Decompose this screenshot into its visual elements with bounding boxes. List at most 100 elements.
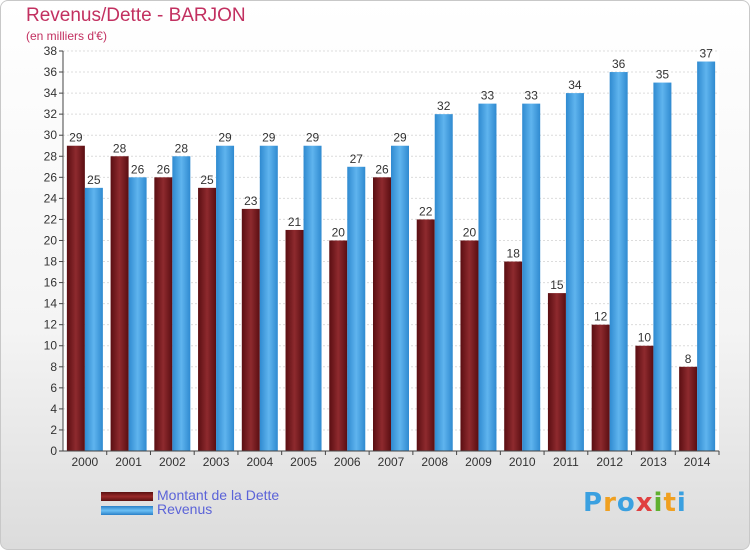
label-revenus-2005: 29 <box>306 131 320 145</box>
bar-dette-2008 <box>416 219 435 451</box>
y-tick-label: 30 <box>44 128 58 142</box>
y-tick-label: 20 <box>44 233 58 247</box>
y-tick-label: 8 <box>50 360 57 374</box>
bar-revenus-2001 <box>128 177 147 451</box>
label-dette-2007: 26 <box>375 162 389 176</box>
y-tick-label: 32 <box>44 107 58 121</box>
label-revenus-2002: 28 <box>175 141 189 155</box>
label-revenus-2000: 25 <box>87 173 101 187</box>
label-dette-2008: 22 <box>419 204 433 218</box>
legend-swatch-dette <box>101 492 153 501</box>
label-revenus-2006: 27 <box>350 152 364 166</box>
label-dette-2009: 20 <box>463 225 477 239</box>
bar-dette-2011 <box>547 293 566 451</box>
label-dette-2001: 28 <box>113 141 127 155</box>
legend-swatch-revenus <box>101 506 153 515</box>
y-tick-label: 16 <box>44 276 58 290</box>
y-tick-label: 36 <box>44 65 58 79</box>
bar-revenus-2007 <box>391 145 409 451</box>
label-revenus-2001: 26 <box>131 162 145 176</box>
x-tick-label: 2008 <box>421 455 448 469</box>
x-tick-label: 2003 <box>203 455 230 469</box>
label-dette-2002: 26 <box>157 162 171 176</box>
bar-revenus-2003 <box>216 145 235 451</box>
label-revenus-2012: 36 <box>612 57 626 71</box>
label-dette-2006: 20 <box>332 225 346 239</box>
legend-label-revenus: Revenus <box>157 501 213 517</box>
y-tick-label: 12 <box>44 318 58 332</box>
y-tick-label: 24 <box>44 191 58 205</box>
proxiti-logo: Proxiti <box>583 488 687 518</box>
bar-revenus-2014 <box>697 61 716 452</box>
bar-revenus-2006 <box>347 166 366 451</box>
x-tick-label: 2014 <box>684 455 711 469</box>
bar-dette-2009 <box>460 240 479 451</box>
x-tick-label: 2001 <box>115 455 142 469</box>
label-revenus-2008: 32 <box>437 99 451 113</box>
bars <box>66 61 716 452</box>
y-tick-label: 18 <box>44 255 58 269</box>
y-tick-label: 34 <box>44 86 58 100</box>
logo-letter: P <box>583 488 604 518</box>
label-dette-2010: 18 <box>507 247 521 261</box>
y-tick-label: 6 <box>50 381 57 395</box>
logo-letter: o <box>616 488 636 518</box>
logo-letter: t <box>663 488 677 518</box>
bar-revenus-2008 <box>434 114 453 451</box>
bar-revenus-2009 <box>478 103 497 451</box>
y-tick-label: 10 <box>44 339 58 353</box>
logo-letter: i <box>676 488 687 518</box>
bar-revenus-2002 <box>172 156 191 451</box>
bar-dette-2007 <box>373 177 391 451</box>
label-revenus-2003: 29 <box>218 131 232 145</box>
logo-letter: x <box>635 488 654 518</box>
legend-label-dette: Montant de la Dette <box>157 487 280 503</box>
bar-revenus-2000 <box>84 187 103 451</box>
value-labels: 29 25 28 26 26 28 25 29 23 29 21 29 20 27 26 29 22 32 20 33… <box>69 47 713 366</box>
label-revenus-2004: 29 <box>262 131 276 145</box>
bar-revenus-2004 <box>259 145 278 451</box>
label-dette-2000: 29 <box>69 131 83 145</box>
bar-dette-2004 <box>241 208 260 451</box>
label-dette-2005: 21 <box>288 215 302 229</box>
x-tick-label: 2002 <box>159 455 186 469</box>
bar-dette-2012 <box>591 324 610 451</box>
bar-revenus-2010 <box>522 103 541 451</box>
x-axis: 2000 2001 2002 2003 2004 2005 2006 2007 2008 2009… <box>63 450 720 469</box>
label-revenus-2014: 37 <box>699 47 713 61</box>
bar-revenus-2011 <box>565 93 584 452</box>
y-tick-label: 38 <box>44 44 58 58</box>
label-revenus-2009: 33 <box>481 89 495 103</box>
bar-dette-2013 <box>635 345 654 451</box>
x-tick-label: 2006 <box>334 455 361 469</box>
y-tick-label: 28 <box>44 149 58 163</box>
y-tick-label: 2 <box>50 423 57 437</box>
bar-revenus-2005 <box>303 145 322 451</box>
x-tick-label: 2013 <box>640 455 667 469</box>
label-revenus-2013: 35 <box>656 68 670 82</box>
x-tick-label: 2004 <box>246 455 273 469</box>
bar-dette-2010 <box>504 261 523 451</box>
bar-dette-2014 <box>679 366 698 451</box>
x-tick-label: 2000 <box>72 455 99 469</box>
bar-dette-2002 <box>154 177 173 451</box>
x-tick-label: 2011 <box>553 455 579 469</box>
y-tick-label: 4 <box>50 402 57 416</box>
x-tick-label: 2009 <box>465 455 492 469</box>
bar-dette-2003 <box>198 187 217 451</box>
label-revenus-2007: 29 <box>393 131 407 145</box>
bar-dette-2000 <box>66 145 85 451</box>
label-revenus-2011: 34 <box>568 78 582 92</box>
chart-title: Revenus/Dette - BARJON <box>26 5 246 26</box>
bar-dette-2006 <box>329 240 348 451</box>
y-tick-label: 26 <box>44 170 58 184</box>
label-dette-2003: 25 <box>200 173 214 187</box>
label-dette-2011: 15 <box>550 278 564 292</box>
bar-dette-2005 <box>285 229 304 451</box>
bar-dette-2001 <box>110 156 129 451</box>
x-tick-label: 2012 <box>596 455 623 469</box>
y-tick-label: 0 <box>50 444 57 458</box>
